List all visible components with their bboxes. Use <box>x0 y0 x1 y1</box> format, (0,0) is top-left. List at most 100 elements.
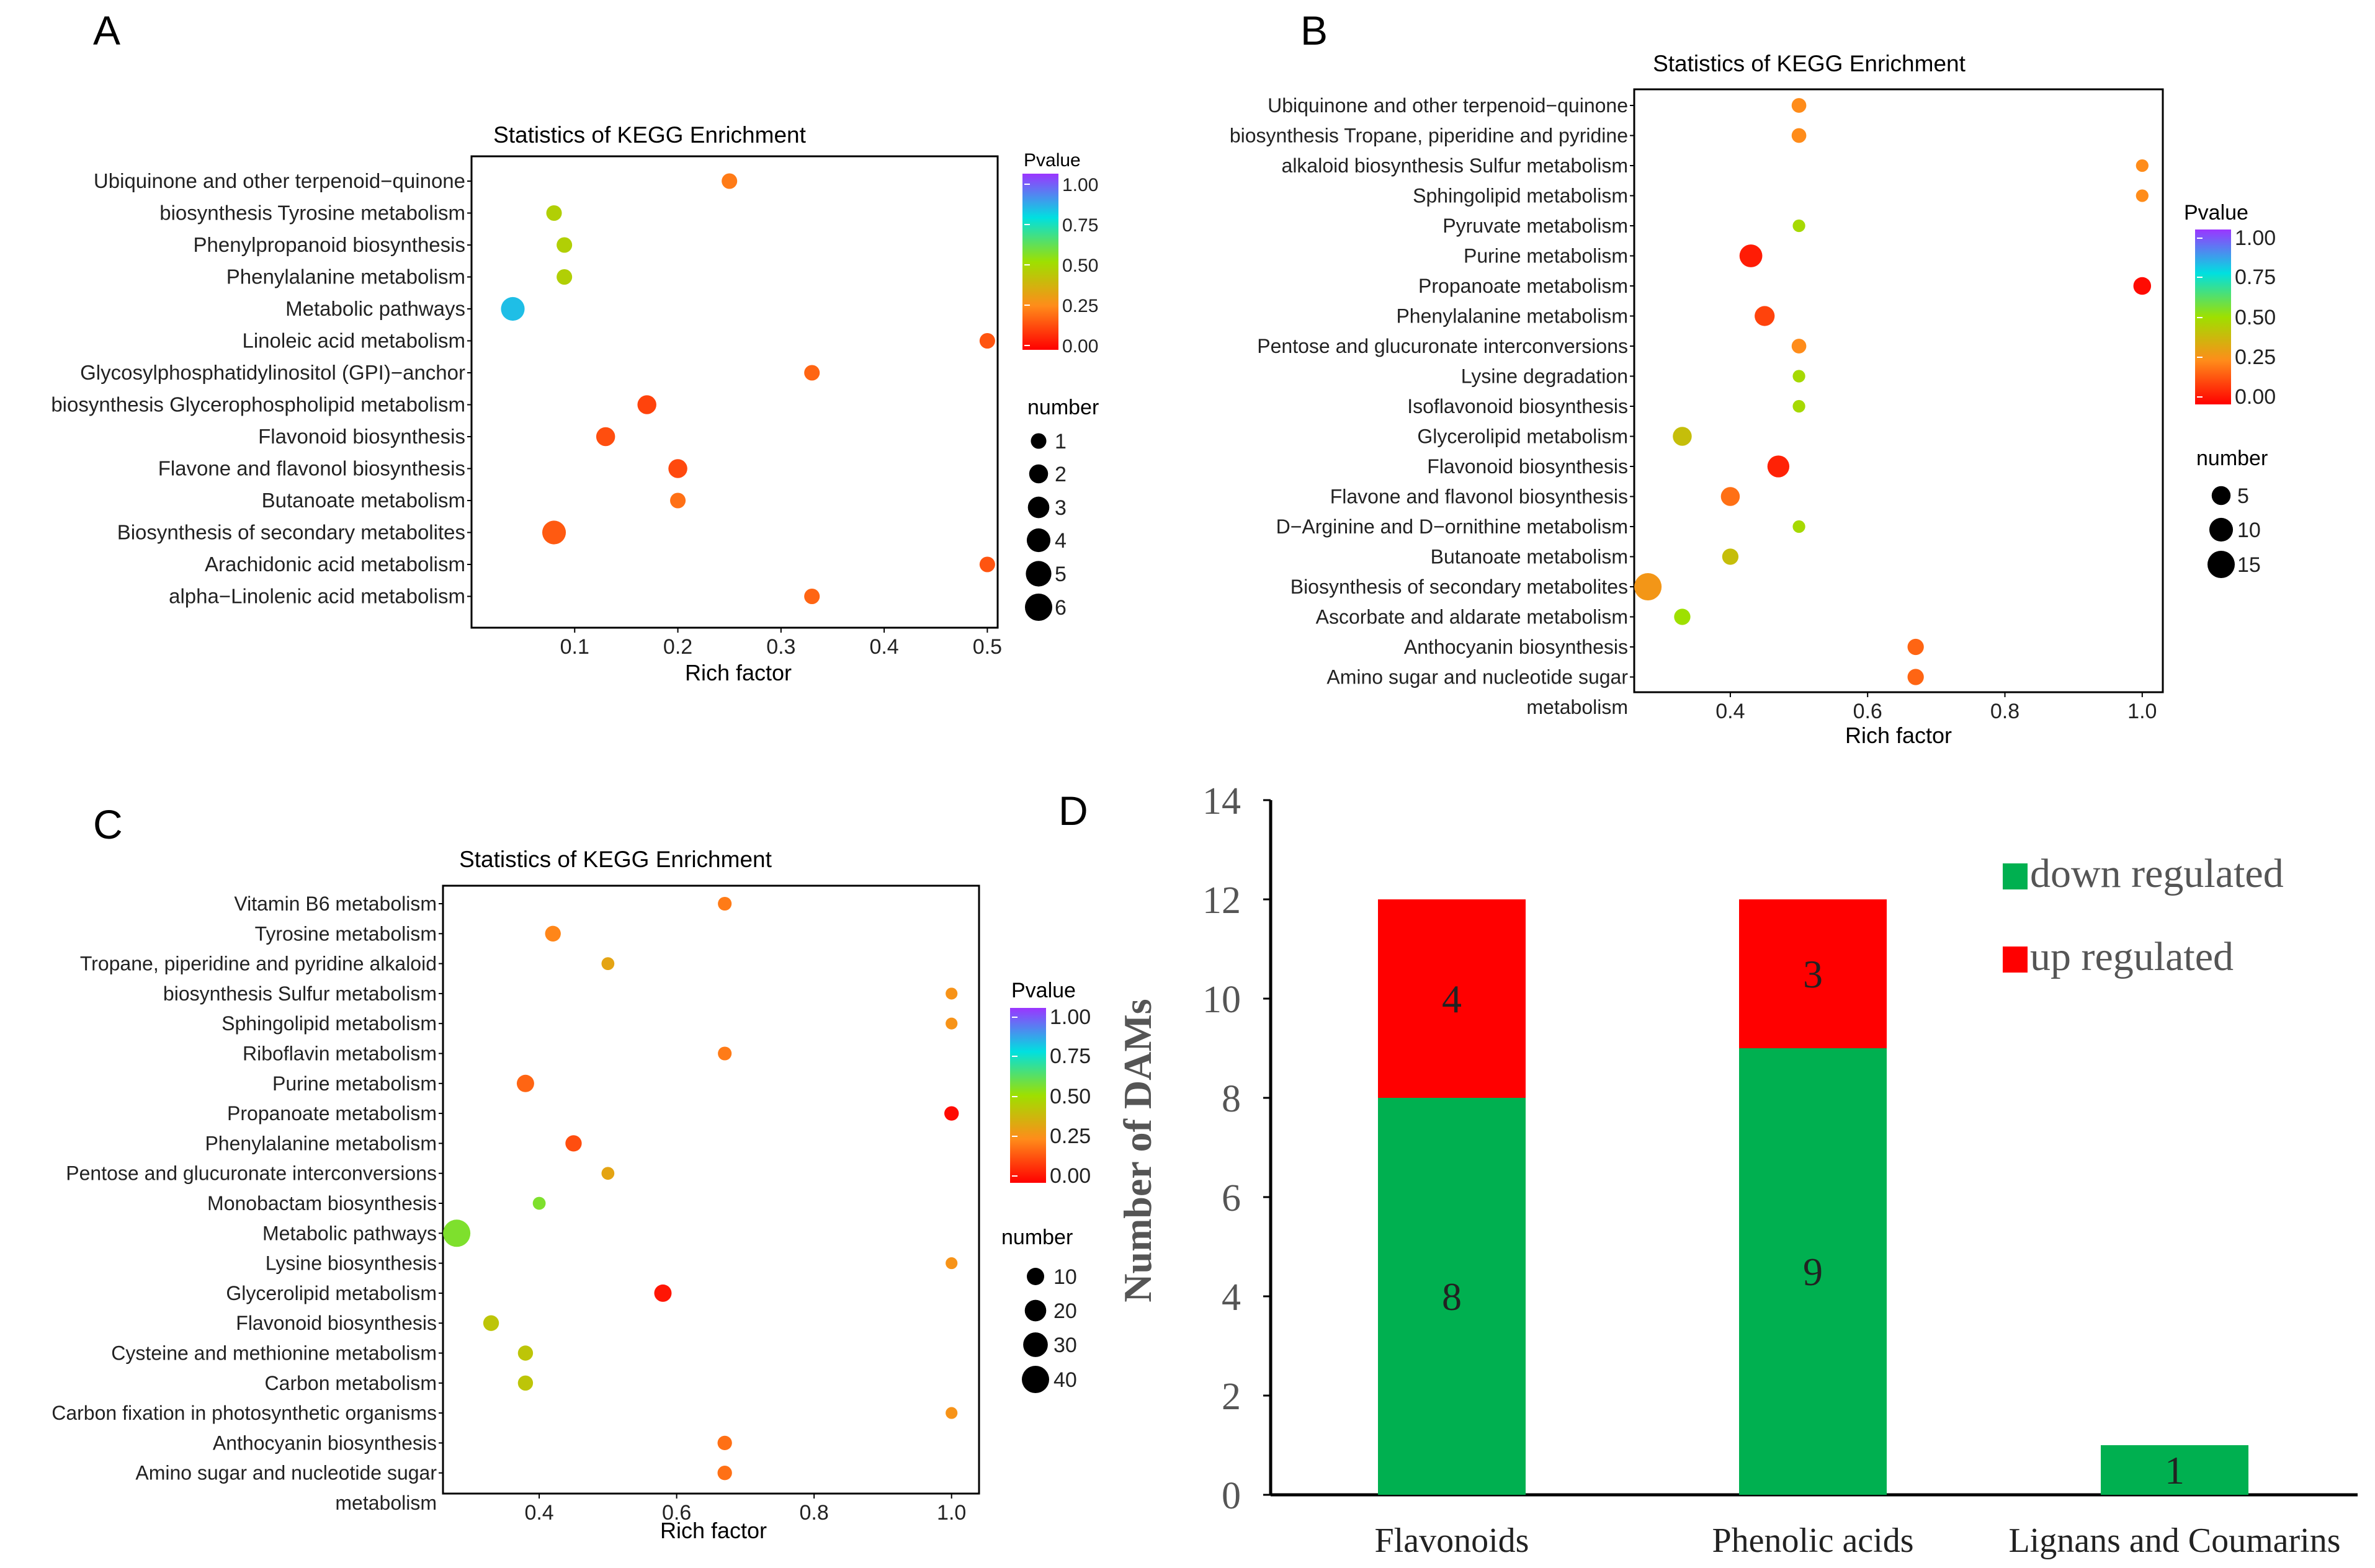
chart-a-point <box>804 365 820 381</box>
chart-b-point <box>2136 189 2149 202</box>
chart-b-term-label: D−Arginine and D−ornithine metabolism <box>1276 515 1628 538</box>
chart-a-point <box>546 205 562 221</box>
chart-a-size-legend-dot <box>1031 433 1047 449</box>
chart-a-colorbar-tick-label: 0.00 <box>1062 336 1098 357</box>
chart-c-title: Statistics of KEGG Enrichment <box>459 847 772 872</box>
chart-c-size-legend-dot <box>1024 1299 1047 1322</box>
chart-a-term-label: Biosynthesis of secondary metabolites <box>117 521 465 544</box>
chart-b-term-label: Flavone and flavonol biosynthesis <box>1330 486 1628 508</box>
panel-c: Statistics of KEGG Enrichment Vitamin B6… <box>51 847 1091 1543</box>
chart-c-term-label: Anthocyanin biosynthesis <box>213 1432 437 1454</box>
chart-a-colorbar-tick-label: 0.50 <box>1062 256 1098 276</box>
panel-label-d: D <box>1058 788 1088 834</box>
chart-c-point <box>654 1284 672 1302</box>
chart-c-size-legend-title: number <box>1001 1226 1073 1249</box>
chart-b-x-tick-label: 0.4 <box>1715 700 1745 723</box>
chart-c-colorbar-title: Pvalue <box>1011 979 1076 1002</box>
chart-c-point <box>944 1106 959 1121</box>
chart-c-x-tick-label: 0.8 <box>800 1501 829 1525</box>
chart-d-bar-value-label: 3 <box>1803 952 1823 996</box>
chart-c-term-label: Riboflavin metabolism <box>243 1043 437 1065</box>
chart-a-point <box>668 459 687 478</box>
chart-d-y-tick-label: 14 <box>1202 780 1241 822</box>
chart-a-term-label: Phenylpropanoid biosynthesis <box>194 233 465 256</box>
chart-a-size-legend-dot <box>1027 496 1050 519</box>
panel-label-a: A <box>93 7 120 53</box>
chart-b-title: Statistics of KEGG Enrichment <box>1653 51 1966 76</box>
chart-b-size-legend-title: number <box>2196 447 2268 470</box>
chart-b-point <box>1673 427 1692 446</box>
chart-c-point <box>946 1257 958 1270</box>
chart-d-y-tick-label: 6 <box>1222 1177 1241 1219</box>
chart-d-y-tick-label: 4 <box>1222 1276 1241 1319</box>
chart-c-x-tick-label: 0.6 <box>662 1501 691 1525</box>
chart-c-point <box>545 925 561 942</box>
chart-c-plot-frame <box>442 884 980 1495</box>
chart-c-point <box>946 1017 958 1030</box>
chart-a-size-legend-dot <box>1025 594 1052 621</box>
legend-swatch-down-regulated <box>2003 863 2028 889</box>
chart-a-term-label: Glycosylphosphatidylinositol (GPI)−ancho… <box>80 361 465 384</box>
chart-d-category-label: Flavonoids <box>1375 1521 1529 1560</box>
panel-d: Number of DAMs 0 2 4 6 8 10 12 14 8 4 9 3 1 Flavono… <box>1116 780 2358 1560</box>
chart-d-bar-down-regulated <box>1378 1098 1526 1495</box>
chart-b-plot-frame <box>1633 88 2164 693</box>
chart-a-term-label: Ubiquinone and other terpenoid−quinone <box>94 169 465 192</box>
chart-c-term-label: Purine metabolism <box>272 1072 437 1095</box>
chart-d-bar-value-label: 4 <box>1442 977 1462 1021</box>
chart-c-term-label: Propanoate metabolism <box>227 1102 437 1125</box>
chart-b-x-tick-label: 0.8 <box>1990 700 2019 723</box>
chart-b-point <box>1792 370 1805 383</box>
chart-b-term-label: Sphingolipid metabolism <box>1413 185 1628 207</box>
chart-c-term-label: Vitamin B6 metabolism <box>234 893 437 915</box>
chart-b-size-legend-dot <box>2209 517 2234 542</box>
chart-a-size-legend-label: 1 <box>1055 430 1067 453</box>
chart-b-point <box>1791 128 1807 143</box>
chart-a-colorbar-tick-label: 0.75 <box>1062 215 1098 236</box>
chart-a-term-label: Flavonoid biosynthesis <box>258 425 465 448</box>
chart-b-point <box>1907 638 1924 656</box>
chart-c-point <box>717 1435 732 1451</box>
chart-c-term-label: Lysine biosynthesis <box>266 1252 437 1275</box>
legend-label-down-regulated: down regulated <box>2030 851 2284 896</box>
chart-a-xlabel: Rich factor <box>685 660 792 685</box>
chart-c-point <box>443 1219 471 1247</box>
chart-a-size-legend-dot <box>1026 528 1051 553</box>
chart-a-size-legend-label: 6 <box>1055 596 1067 620</box>
chart-c-point <box>717 1466 732 1481</box>
chart-c-colorbar-tick-label: 0.75 <box>1050 1045 1091 1068</box>
chart-c-term-label: Amino sugar and nucleotide sugar <box>135 1462 437 1484</box>
chart-c-x-tick-label: 0.4 <box>524 1501 553 1525</box>
chart-b-xlabel: Rich factor <box>1845 723 1952 748</box>
chart-b-term-label: Flavonoid biosynthesis <box>1427 455 1628 478</box>
chart-c-colorbar <box>1010 1008 1046 1183</box>
chart-a-point <box>596 427 615 447</box>
chart-c-term-label: Flavonoid biosynthesis <box>236 1312 437 1334</box>
chart-b-term-label: Amino sugar and nucleotide sugar <box>1326 666 1628 688</box>
chart-d-category-label: Lignans and Coumarins <box>2008 1521 2340 1560</box>
chart-a-title: Statistics of KEGG Enrichment <box>493 122 807 148</box>
chart-a-point <box>557 269 573 285</box>
chart-d-bar-down-regulated <box>1739 1048 1887 1495</box>
chart-a-size-legend-title: number <box>1027 396 1099 419</box>
chart-b-colorbar-title: Pvalue <box>2184 201 2248 225</box>
chart-c-term-label: Carbon fixation in photosynthetic organi… <box>51 1402 437 1424</box>
chart-b-term-label: Butanoate metabolism <box>1431 546 1628 568</box>
chart-b-term-label: Lysine degradation <box>1461 365 1628 388</box>
panel-a: Statistics of KEGG Enrichment Ubiquinone… <box>51 122 1099 685</box>
chart-b-term-label-continuation: metabolism <box>1526 696 1628 718</box>
chart-d-y-tick-label: 2 <box>1222 1376 1241 1418</box>
chart-a-term-label: Phenylalanine metabolism <box>226 265 465 288</box>
chart-b-x-tick-label: 0.6 <box>1853 700 1882 723</box>
legend-label-up-regulated: up regulated <box>2030 934 2234 979</box>
chart-c-term-label: Cysteine and methionine metabolism <box>111 1342 437 1365</box>
chart-a-term-label: Linoleic acid metabolism <box>242 329 465 352</box>
chart-d-bar-up-regulated <box>1378 899 1526 1098</box>
chart-d-bar-value-label: 1 <box>2165 1448 2185 1492</box>
chart-d-category-label: Phenolic acids <box>1712 1521 1913 1560</box>
chart-b-point <box>1739 244 1763 267</box>
chart-c-point <box>517 1375 534 1391</box>
chart-a-size-legend-label: 3 <box>1055 496 1067 520</box>
panel-label-b: B <box>1300 7 1328 53</box>
